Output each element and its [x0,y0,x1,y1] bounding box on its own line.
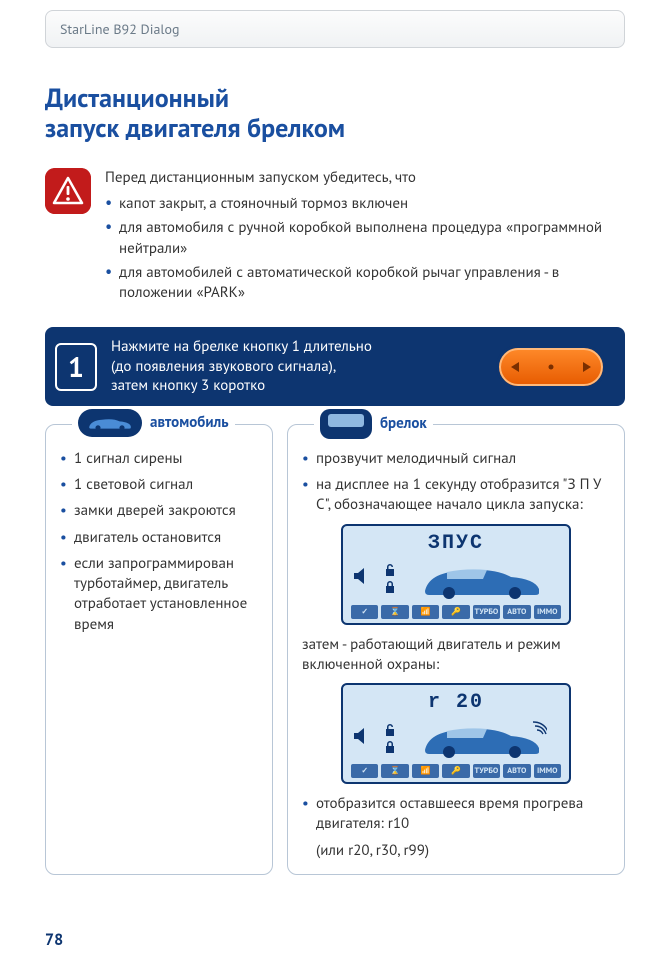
remote-icon [320,409,372,439]
title-line1: Дистанционный [45,82,229,115]
page-number: 78 [45,930,63,950]
mid-paragraph: затем - работающий двигатель и режим вкл… [302,635,610,676]
status-icon: 🔑 [442,764,469,778]
lcd-car-icon [403,716,561,760]
bullet3-sub: (или r20, r30, r99) [302,841,610,860]
two-column-area: автомобиль 1 сигнал сирены 1 световой си… [45,424,625,875]
remote-panel-tab: брелок [314,409,433,439]
remote-panel-list-2: отобразится оставшееся время прогрева дв… [302,794,610,835]
status-icon: ✓ [351,605,378,619]
lock-icons [383,723,397,754]
list-item: замки дверей закроются [60,501,258,521]
speaker-icon [351,564,377,593]
lcd-text: ЗПУС [351,532,561,555]
page-title: Дистанционный запуск двигателя брелком [45,84,625,144]
bullet3-text: отобразится оставшееся время прогрева дв… [316,794,583,833]
step-line1: Нажмите на брелке кнопку 1 длительно [111,337,372,356]
lcd-display-2: r 20 ✓ ⌛ 📶 🔑 ТУРБО АВТО [341,683,571,784]
status-icon: ⌛ [381,605,408,619]
step-line2: (до появления звукового сигнала), [111,357,336,376]
product-name: StarLine B92 Dialog [60,20,180,38]
car-panel-list: 1 сигнал сирены 1 световой сигнал замки … [60,449,258,635]
keyfob-icon [496,345,606,389]
lock-open-icon [384,563,396,577]
status-icon: IMMO [534,605,561,619]
lcd-status-icons: ✓ ⌛ 📶 🔑 ТУРБО АВТО IMMO [351,605,561,619]
warning-item: для автомобилей с автоматической коробко… [105,263,625,304]
car-panel: автомобиль 1 сигнал сирены 1 световой си… [45,424,273,875]
status-icon: ТУРБО [473,605,500,619]
warning-lead: Перед дистанционным запуском убедитесь, … [105,168,625,188]
status-icon: 📶 [412,764,439,778]
warning-triangle-icon [45,168,91,214]
status-icon: ⌛ [381,764,408,778]
status-icon: IMMO [534,764,561,778]
lock-closed-icon [384,580,396,594]
remote-panel: брелок прозвучит мелодичный сигнал на ди… [287,424,625,875]
speaker-icon [351,724,377,753]
lcd-status-icons: ✓ ⌛ 📶 🔑 ТУРБО АВТО IMMO [351,764,561,778]
list-item: на дисплее на 1 секунду отобразится "З П… [302,475,610,516]
status-icon: ✓ [351,764,378,778]
lcd-text: r 20 [351,691,561,714]
status-icon: АВТО [503,605,530,619]
lock-icons [383,563,397,594]
product-header: StarLine B92 Dialog [45,10,625,48]
keyfob-illustration [491,345,611,389]
warning-list: капот закрыт, а стояночный тормоз включе… [105,194,625,303]
list-item: прозвучит мелодичный сигнал [302,449,610,469]
car-icon [78,409,142,437]
status-icon: 🔑 [442,605,469,619]
status-icon: ТУРБО [473,764,500,778]
list-item: двигатель остановится [60,528,258,548]
step-number: 1 [55,343,97,391]
warning-item: капот закрыт, а стояночный тормоз включе… [105,194,625,214]
warning-body: Перед дистанционным запуском убедитесь, … [105,168,625,308]
status-icon: АВТО [503,764,530,778]
warning-item: для автомобиля с ручной коробкой выполне… [105,218,625,259]
warning-block: Перед дистанционным запуском убедитесь, … [45,168,625,308]
step-text: Нажмите на брелке кнопку 1 длительно (до… [111,337,477,396]
lcd-display-1: ЗПУС ✓ ⌛ 📶 🔑 ТУРБО АВТО [341,524,571,625]
car-panel-tab: автомобиль [72,409,235,437]
list-item: если запрограммирован турботаймер, двига… [60,554,258,635]
step-line3: затем кнопку 3 коротко [111,376,265,395]
remote-panel-label: брелок [380,414,427,433]
lock-closed-icon [384,740,396,754]
step-box: 1 Нажмите на брелке кнопку 1 длительно (… [45,327,625,406]
remote-panel-list: прозвучит мелодичный сигнал на дисплее н… [302,449,610,516]
status-icon: 📶 [412,605,439,619]
lock-open-icon [384,723,396,737]
title-line2: запуск двигателя брелком [45,112,345,145]
list-item: отобразится оставшееся время прогрева дв… [302,794,610,835]
car-panel-label: автомобиль [150,413,229,432]
lcd-car-icon [403,557,561,601]
list-item: 1 сигнал сирены [60,449,258,469]
list-item: 1 световой сигнал [60,475,258,495]
